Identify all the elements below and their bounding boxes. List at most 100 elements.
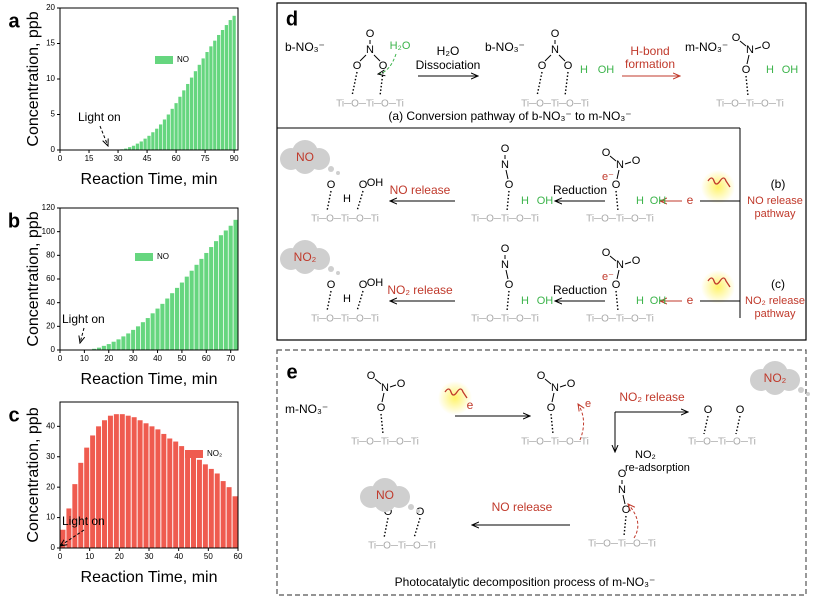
bond <box>389 384 397 388</box>
bar <box>84 447 90 548</box>
bar <box>143 423 149 548</box>
bond <box>624 261 632 265</box>
bar <box>92 348 97 350</box>
surface: Ti─O─Ti─O─Ti <box>586 214 654 225</box>
x-tick-label: 70 <box>226 354 235 363</box>
bar <box>90 435 96 548</box>
atom: O <box>567 378 576 390</box>
bar <box>220 481 226 548</box>
bar <box>204 252 209 350</box>
bar <box>179 446 185 548</box>
atom: O <box>762 40 771 52</box>
bar <box>126 333 131 350</box>
y-tick-label: 20 <box>46 3 55 12</box>
bar <box>101 345 106 350</box>
step-label: Reduction <box>553 283 607 297</box>
coordination <box>379 71 384 97</box>
step-label: formation <box>625 57 675 71</box>
x-tick-label: 30 <box>114 154 123 163</box>
x-tick-label: 20 <box>115 552 124 561</box>
atom: OH <box>650 195 667 207</box>
bond <box>544 378 552 385</box>
y-tick-label: 100 <box>42 227 56 236</box>
pathway-label: NO₂ release <box>745 295 805 307</box>
bond <box>551 392 555 403</box>
panel-label: a <box>8 10 20 32</box>
cloud <box>294 152 316 174</box>
bond <box>609 155 617 162</box>
panel-e-frame <box>276 349 807 596</box>
x-tick-label: 15 <box>85 154 94 163</box>
pathway-tag: (c) <box>771 277 785 291</box>
bar <box>96 347 102 350</box>
light-wave <box>444 388 468 399</box>
surface: Ti─O─Ti─O─Ti <box>368 541 436 552</box>
coordination <box>356 290 364 312</box>
species-label: b-NO₃⁻ <box>485 40 525 54</box>
bar <box>121 336 126 350</box>
legend-label: NO₂ <box>207 449 222 458</box>
bar <box>173 441 179 548</box>
atom: O <box>612 279 621 291</box>
atom: OH <box>367 177 384 189</box>
atom: O <box>612 179 621 191</box>
bar <box>131 417 137 548</box>
surface: Ti─O─Ti─O─Ti <box>688 437 756 448</box>
x-tick-label: 75 <box>201 154 210 163</box>
atom: O <box>327 179 336 191</box>
atom: H <box>580 64 588 76</box>
bond <box>624 161 632 165</box>
electron-transfer <box>578 404 584 441</box>
y-tick-label: 5 <box>51 110 56 119</box>
bar <box>143 138 147 150</box>
atom: O <box>547 402 556 414</box>
bar <box>78 462 84 548</box>
coordination <box>326 290 332 312</box>
bond <box>609 255 617 262</box>
gas-label: NO₂ <box>294 250 317 264</box>
legend-swatch <box>135 253 153 261</box>
bar <box>213 40 217 150</box>
atom: O <box>564 60 573 72</box>
panel-label: e <box>286 361 297 383</box>
y-axis-label: Concentration, ppb <box>25 11 42 146</box>
bar <box>131 145 136 150</box>
x-tick-label: 50 <box>204 552 213 561</box>
step-label: H₂O <box>437 44 460 58</box>
bar <box>145 318 150 350</box>
surface: Ti─O─Ti─O─Ti <box>521 437 589 448</box>
caption: (a) Conversion pathway of b-NO₃⁻ to m-NO… <box>388 109 631 123</box>
y-tick-label: 20 <box>46 482 55 491</box>
cloud-dot <box>328 166 334 172</box>
atom: O <box>537 370 546 382</box>
atom: O <box>359 179 368 191</box>
species-label: b-NO₃⁻ <box>285 40 325 54</box>
electron: e <box>585 398 591 410</box>
panel-label: d <box>286 8 298 30</box>
bar <box>113 414 119 548</box>
bar <box>228 20 232 150</box>
coordination <box>703 415 709 435</box>
coordination <box>380 413 384 435</box>
bond <box>373 54 381 62</box>
bar <box>179 282 184 350</box>
atom: N <box>551 382 559 394</box>
gas-label: NO₂ <box>764 371 787 385</box>
y-tick-label: 60 <box>46 274 55 283</box>
pathway-label: NO release <box>747 195 803 207</box>
atom: OH <box>537 195 554 207</box>
bar <box>182 90 186 150</box>
x-tick-label: 60 <box>172 154 181 163</box>
bar <box>158 124 163 150</box>
coordination <box>623 515 627 537</box>
bond <box>374 378 382 385</box>
bar <box>232 15 236 151</box>
bar <box>111 341 116 350</box>
surface: Ti─O─Ti─O─Ti <box>716 99 784 110</box>
atom: N <box>501 259 509 271</box>
bar <box>165 298 170 350</box>
bond <box>754 46 762 50</box>
bar <box>209 46 213 151</box>
cloud-dot <box>806 392 810 396</box>
